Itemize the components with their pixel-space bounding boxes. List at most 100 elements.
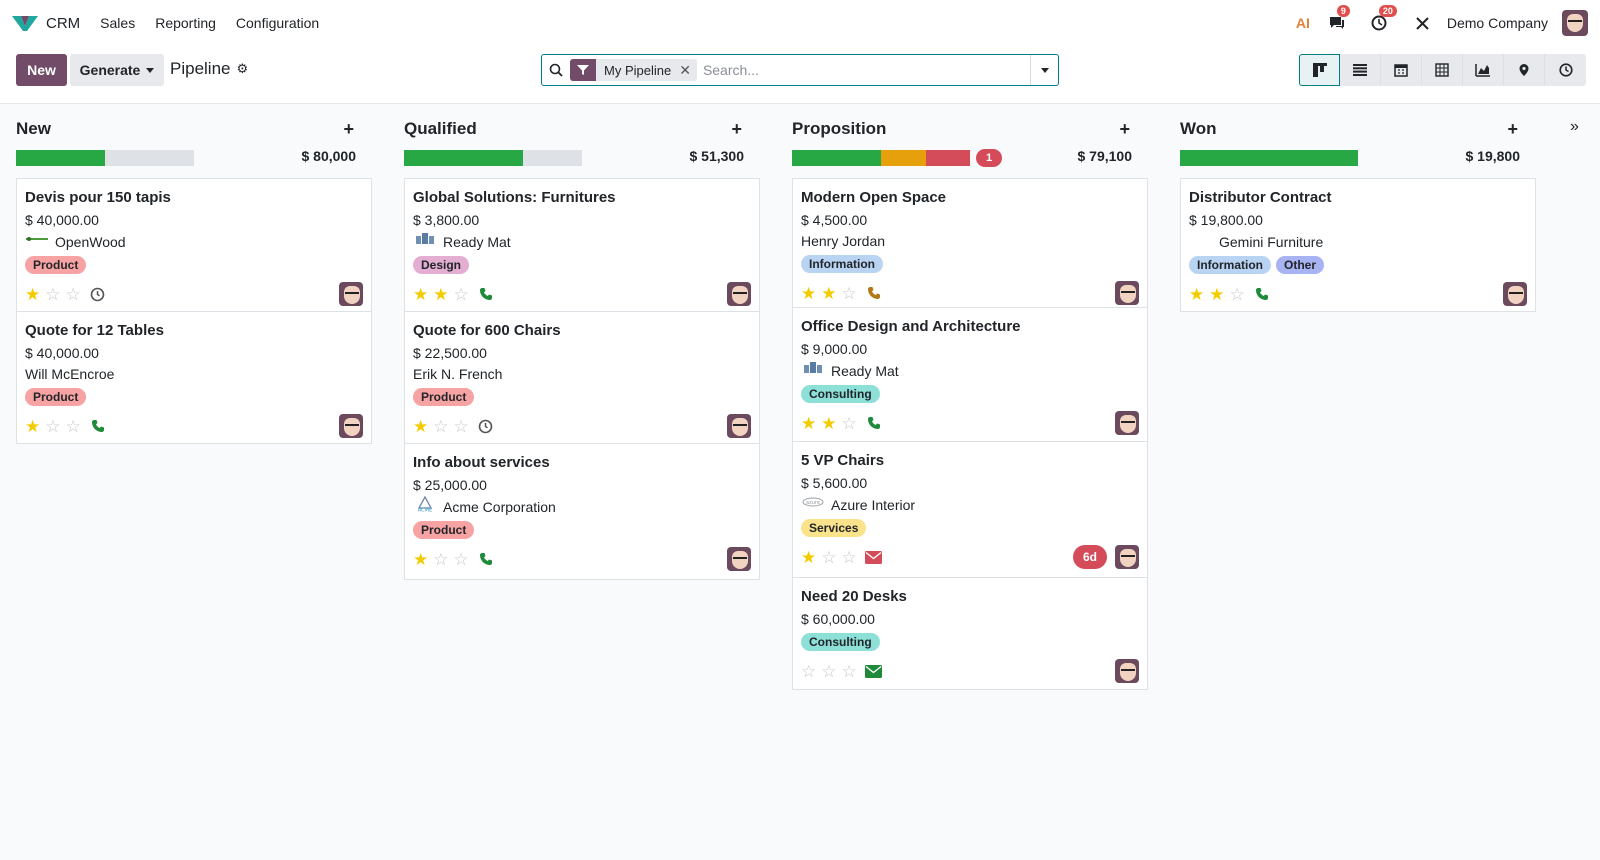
salesperson-avatar[interactable]: [339, 282, 363, 306]
lead-card[interactable]: Modern Open Space $ 4,500.00 Henry Jordan…: [792, 178, 1148, 308]
search-icon[interactable]: [542, 63, 570, 77]
salesperson-avatar[interactable]: [1115, 411, 1139, 435]
envelope-icon[interactable]: [865, 548, 883, 566]
star-empty-icon[interactable]: ☆: [841, 283, 857, 303]
salesperson-avatar[interactable]: [1503, 282, 1527, 306]
lead-card[interactable]: 5 VP Chairs $ 5,600.00 azure Azure Interio…: [792, 442, 1148, 578]
quick-create-plus-icon[interactable]: +: [731, 118, 742, 139]
progress-segment[interactable]: [792, 150, 881, 166]
column-progress-bar[interactable]: [792, 150, 970, 166]
star-empty-icon[interactable]: ☆: [821, 661, 837, 681]
search-options-toggle[interactable]: [1030, 55, 1058, 85]
star-filled-icon[interactable]: ★: [25, 284, 41, 304]
salesperson-avatar[interactable]: [727, 414, 751, 438]
graph-view-button[interactable]: [1463, 54, 1504, 86]
star-empty-icon[interactable]: ☆: [841, 547, 857, 567]
star-filled-icon[interactable]: ★: [801, 547, 817, 567]
star-filled-icon[interactable]: ★: [1189, 284, 1205, 304]
menu-sales[interactable]: Sales: [100, 15, 136, 31]
activity-view-button[interactable]: [1545, 54, 1586, 86]
progress-segment[interactable]: [925, 150, 970, 166]
phone-icon[interactable]: [1253, 285, 1271, 303]
star-empty-icon[interactable]: ☆: [1229, 284, 1245, 304]
list-view-button[interactable]: [1340, 54, 1381, 86]
column-title[interactable]: New: [16, 119, 51, 138]
kanban-view-button[interactable]: [1299, 54, 1340, 86]
progress-segment[interactable]: [404, 150, 524, 166]
quick-create-plus-icon[interactable]: +: [343, 118, 354, 139]
user-avatar[interactable]: [1562, 10, 1588, 36]
star-filled-icon[interactable]: ★: [1209, 284, 1225, 304]
phone-icon[interactable]: [89, 417, 107, 435]
salesperson-avatar[interactable]: [727, 547, 751, 571]
phone-icon[interactable]: [865, 284, 883, 302]
star-filled-icon[interactable]: ★: [25, 416, 41, 436]
star-empty-icon[interactable]: ☆: [453, 549, 469, 569]
map-view-button[interactable]: [1504, 54, 1545, 86]
ai-icon[interactable]: AI: [1295, 15, 1310, 31]
star-filled-icon[interactable]: ★: [413, 549, 429, 569]
column-progress-bar[interactable]: [404, 150, 582, 166]
star-empty-icon[interactable]: ☆: [453, 284, 469, 304]
search-input[interactable]: [700, 55, 1030, 85]
star-empty-icon[interactable]: ☆: [801, 661, 817, 681]
gear-icon[interactable]: ⚙: [236, 61, 249, 76]
phone-icon[interactable]: [477, 550, 495, 568]
column-title[interactable]: Won: [1180, 119, 1217, 138]
menu-reporting[interactable]: Reporting: [155, 15, 216, 31]
remove-facet-icon[interactable]: ✕: [679, 61, 691, 78]
star-filled-icon[interactable]: ★: [413, 284, 429, 304]
column-title[interactable]: Qualified: [404, 119, 477, 138]
star-filled-icon[interactable]: ★: [821, 413, 837, 433]
salesperson-avatar[interactable]: [339, 414, 363, 438]
menu-configuration[interactable]: Configuration: [235, 15, 320, 31]
salesperson-avatar[interactable]: [727, 282, 751, 306]
app-brand[interactable]: CRM: [12, 14, 80, 32]
activities-icon[interactable]: 20: [1369, 5, 1397, 33]
lead-card[interactable]: Need 20 Desks $ 60,000.00 Consulting ☆ ☆ ☆: [792, 578, 1148, 690]
star-empty-icon[interactable]: ☆: [821, 547, 837, 567]
lead-card[interactable]: Global Solutions: Furnitures $ 3,800.00 R…: [404, 178, 760, 312]
star-filled-icon[interactable]: ★: [801, 413, 817, 433]
star-filled-icon[interactable]: ★: [433, 284, 449, 304]
star-empty-icon[interactable]: ☆: [65, 416, 81, 436]
star-filled-icon[interactable]: ★: [413, 416, 429, 436]
overdue-count-badge[interactable]: 1: [976, 149, 1002, 167]
quick-create-plus-icon[interactable]: +: [1119, 118, 1130, 139]
lead-card[interactable]: Office Design and Architecture $ 9,000.0…: [792, 308, 1148, 442]
company-switcher[interactable]: Demo Company: [1446, 15, 1548, 31]
progress-segment[interactable]: [16, 150, 105, 166]
star-empty-icon[interactable]: ☆: [433, 549, 449, 569]
star-filled-icon[interactable]: ★: [821, 283, 837, 303]
phone-icon[interactable]: [865, 414, 883, 432]
salesperson-avatar[interactable]: [1115, 659, 1139, 683]
progress-segment[interactable]: [881, 150, 926, 166]
salesperson-avatar[interactable]: [1115, 281, 1139, 305]
generate-button[interactable]: Generate: [70, 54, 164, 86]
phone-icon[interactable]: [477, 285, 495, 303]
quick-create-plus-icon[interactable]: +: [1507, 118, 1518, 139]
star-empty-icon[interactable]: ☆: [65, 284, 81, 304]
lead-card[interactable]: Quote for 12 Tables $ 40,000.00 Will McEn…: [16, 312, 372, 444]
clock-icon[interactable]: [89, 285, 107, 303]
column-progress-bar[interactable]: [1180, 150, 1358, 166]
star-empty-icon[interactable]: ☆: [453, 416, 469, 436]
progress-segment[interactable]: [1180, 150, 1358, 166]
star-empty-icon[interactable]: ☆: [841, 661, 857, 681]
lead-card[interactable]: Info about services $ 25,000.00 ACME Acme …: [404, 444, 760, 580]
lead-card[interactable]: Distributor Contract $ 19,800.00 Gemini F…: [1180, 178, 1536, 312]
star-empty-icon[interactable]: ☆: [433, 416, 449, 436]
column-title[interactable]: Proposition: [792, 119, 887, 138]
star-empty-icon[interactable]: ☆: [45, 416, 61, 436]
debug-tools-icon[interactable]: [1413, 13, 1433, 33]
calendar-view-button[interactable]: [1381, 54, 1422, 86]
new-button[interactable]: New: [16, 54, 67, 86]
star-filled-icon[interactable]: ★: [801, 283, 817, 303]
salesperson-avatar[interactable]: [1115, 545, 1139, 569]
envelope-icon[interactable]: [865, 662, 883, 680]
clock-icon[interactable]: [477, 417, 495, 435]
star-empty-icon[interactable]: ☆: [45, 284, 61, 304]
fold-column-icon[interactable]: »: [1570, 118, 1579, 135]
lead-card[interactable]: Devis pour 150 tapis $ 40,000.00 OpenWood…: [16, 178, 372, 312]
column-progress-bar[interactable]: [16, 150, 194, 166]
